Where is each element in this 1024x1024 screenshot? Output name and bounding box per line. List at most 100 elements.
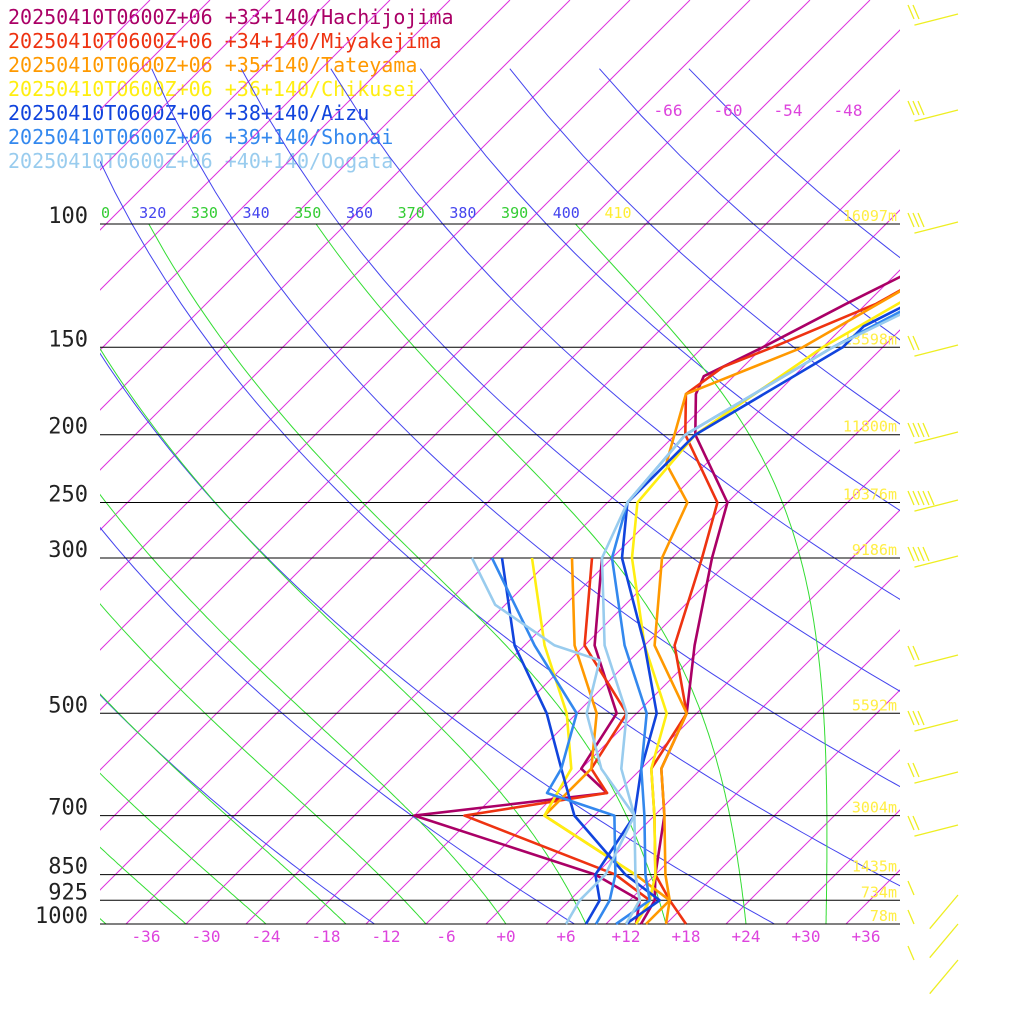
- isotherm-line: [100, 0, 811, 711]
- isotherm-line: [185, 209, 900, 924]
- legend-entry: 20250410T0600Z+06 +38+140/Aizu: [8, 101, 370, 125]
- height-label: 10376m: [843, 486, 897, 504]
- wind-barbs: [907, 4, 959, 995]
- isotherm-line: [100, 89, 900, 891]
- legend-entry: 20250410T0600Z+06 +34+140/Miyakejima: [8, 29, 442, 53]
- isotherm-line: [100, 0, 511, 411]
- isotherm-line: [100, 0, 691, 591]
- wind-barb: [907, 100, 959, 122]
- isotherm-line: [100, 0, 571, 471]
- theta-label: 350: [294, 204, 321, 222]
- isotherm-line: [545, 569, 900, 924]
- pressure-label: 850: [48, 855, 88, 880]
- temperature-line: [653, 289, 900, 925]
- isotherm-line: [245, 269, 900, 924]
- theta-label: 330: [191, 204, 218, 222]
- height-label: 9186m: [852, 541, 897, 559]
- pressure-label: 100: [48, 204, 88, 229]
- dewpoint-line: [490, 557, 617, 925]
- dry-adiabat-line: [419, 68, 900, 512]
- theta-label: 0: [101, 204, 110, 222]
- temperature-tick-label: +18: [672, 927, 701, 946]
- temperature-line: [639, 275, 900, 925]
- mixing-ratio-label: -48: [834, 101, 863, 120]
- height-label: 11800m: [843, 418, 897, 436]
- wind-barb: [907, 422, 959, 444]
- wind-barb: [907, 762, 959, 784]
- temperature-tick-label: -12: [372, 927, 401, 946]
- temperature-line: [649, 288, 900, 925]
- temperature-tick-label: -18: [312, 927, 341, 946]
- temperature-line: [584, 306, 900, 925]
- isotherm-line: [100, 0, 391, 291]
- height-label: 5592m: [852, 696, 897, 714]
- dry-adiabat-line: [100, 352, 775, 924]
- pressure-label: 1000: [35, 904, 88, 929]
- temperature-line: [600, 313, 900, 925]
- wind-barb: [907, 710, 959, 732]
- pressure-label: 700: [48, 796, 88, 821]
- isotherm-line: [100, 0, 871, 771]
- pressure-label: 300: [48, 538, 88, 563]
- theta-label: 320: [139, 204, 166, 222]
- isotherm-line: [100, 0, 631, 531]
- dry-adiabat-line: [100, 526, 575, 924]
- wind-barb: [907, 645, 959, 667]
- theta-label: 390: [501, 204, 528, 222]
- temperature-tick-label: +0: [496, 927, 515, 946]
- height-label: 1435m: [852, 858, 897, 876]
- height-label: 78m: [870, 907, 897, 925]
- pressure-label: 200: [48, 415, 88, 440]
- temperature-tick-label: +24: [732, 927, 761, 946]
- isotherm-line: [0, 0, 30, 924]
- theta-label: 370: [398, 204, 425, 222]
- dewpoint-line: [470, 557, 636, 925]
- theta-label: 360: [346, 204, 373, 222]
- wind-barb: [907, 945, 959, 995]
- isotherm-line: [425, 449, 900, 924]
- isotherm-line: [100, 0, 451, 351]
- legend-entry: 20250410T0600Z+06 +33+140/Hachijojima: [8, 5, 454, 29]
- temperature-tick-label: -6: [436, 927, 455, 946]
- background-lines: [0, 0, 900, 924]
- pressure-label: 925: [48, 880, 88, 905]
- moist-adiabat-line: [100, 772, 267, 924]
- profiles: [413, 275, 900, 926]
- pressure-label: 500: [48, 693, 88, 718]
- pressure-label: 250: [48, 483, 88, 508]
- isotherm-line: [100, 0, 271, 171]
- wind-barb: [907, 909, 959, 959]
- legend-entry: 20250410T0600Z+06 +40+140/Oogata: [8, 149, 394, 173]
- isotherm-line: [365, 389, 900, 924]
- mixing-ratio-label: -54: [774, 101, 803, 120]
- theta-label: 410: [604, 204, 631, 222]
- isotherm-line: [100, 29, 900, 831]
- wind-barb: [907, 880, 959, 930]
- isotherm-line: [665, 689, 900, 924]
- height-label: 734m: [861, 883, 897, 901]
- wind-barb: [907, 212, 959, 234]
- isotherm-line: [785, 809, 900, 924]
- temperature-tick-label: +36: [852, 927, 881, 946]
- temperature-line: [630, 301, 900, 925]
- dry-adiabat-line: [151, 68, 900, 788]
- temperature-tick-label: +30: [792, 927, 821, 946]
- height-label: 3004m: [852, 799, 897, 817]
- dry-adiabat-line: [100, 160, 900, 887]
- theta-label: 400: [553, 204, 580, 222]
- temperature-tick-label: -30: [192, 927, 221, 946]
- isotherm-line: [0, 0, 90, 924]
- temperature-tick-label: -36: [132, 927, 161, 946]
- isotherm-line: [125, 149, 900, 924]
- isotherm-line: [845, 869, 900, 924]
- theta-label: 340: [243, 204, 270, 222]
- pressure-label: 150: [48, 327, 88, 352]
- wind-barb: [907, 4, 959, 26]
- isotherm-line: [605, 629, 900, 924]
- moist-adiabat-line: [148, 223, 667, 924]
- mixing-ratio-label: -60: [714, 101, 743, 120]
- moist-adiabat-line: [0, 224, 26, 924]
- dewpoint-line: [500, 557, 662, 926]
- isotherm-line: [100, 0, 151, 51]
